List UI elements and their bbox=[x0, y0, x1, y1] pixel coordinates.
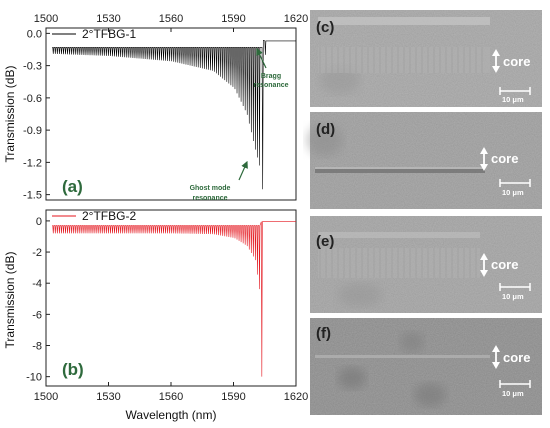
series-line-2tfbg-2 bbox=[52, 221, 296, 377]
core-label-e: core bbox=[491, 257, 518, 272]
micrograph-blob-d bbox=[307, 124, 343, 156]
x-tick-label: 1530 bbox=[96, 13, 120, 25]
scale-label-f: 10 μm bbox=[502, 389, 524, 398]
core-arrow-down-d bbox=[480, 164, 488, 171]
micrograph-label-e: (e) bbox=[316, 233, 334, 250]
micrograph-blob-e bbox=[338, 283, 382, 307]
x-axis-title-b: Wavelength (nm) bbox=[126, 408, 217, 422]
x-tick-label: 1500 bbox=[34, 391, 58, 403]
annotation-bragg-line1: Bragg bbox=[261, 73, 281, 80]
x-tick-label: 1560 bbox=[159, 13, 183, 25]
micrograph-streak-e bbox=[318, 232, 480, 238]
scale-label-d: 10 μm bbox=[502, 188, 524, 197]
x-tick-label: 1560 bbox=[159, 391, 183, 403]
micrograph-bg-d bbox=[310, 112, 542, 209]
y-tick-label: -0.6 bbox=[23, 93, 42, 105]
x-tick-label: 1500 bbox=[34, 13, 58, 25]
axis-ticks-b: 1500 1530 1560 1590 1620 0 -2 -4 -6 -8 -10 bbox=[26, 216, 308, 403]
micrograph-core-line-d bbox=[315, 169, 485, 173]
micrograph-label-f: (f) bbox=[316, 325, 331, 342]
plot-frame-b bbox=[45, 209, 297, 387]
micrograph-e: (e) core 10 μm bbox=[310, 216, 542, 313]
annotation-bragg-arrow bbox=[256, 47, 267, 69]
core-arrow-down-e bbox=[480, 270, 488, 277]
x-tick-label: 1590 bbox=[221, 391, 245, 403]
micrograph-grating-e bbox=[318, 248, 480, 278]
y-tick-label: -10 bbox=[26, 372, 42, 384]
y-tick-label: -8 bbox=[32, 341, 42, 353]
micrograph-label-d: (d) bbox=[316, 121, 335, 138]
axis-ticks-a: 1500 1530 1560 1590 1620 0.0 -0.3 -0.6 -0.9 -1.2 -… bbox=[23, 13, 308, 202]
y-tick-label: -0.3 bbox=[23, 61, 42, 73]
y-tick-label: -6 bbox=[32, 309, 42, 321]
annotation-bragg-line2: resonance bbox=[253, 82, 288, 89]
y-axis-title-b: Transmission (dB) bbox=[3, 252, 17, 349]
x-tick-label: 1620 bbox=[284, 391, 308, 403]
micrograph-core-highlight-d bbox=[315, 167, 485, 169]
chart-panel-a: 1500 1530 1560 1590 1620 0.0 -0.3 -0.6 -0.9 -1.2 -… bbox=[3, 13, 308, 202]
core-arrow-up-d bbox=[480, 147, 488, 154]
core-label-c: core bbox=[503, 54, 530, 69]
annotation-ghost-line1: Ghost mode bbox=[190, 185, 231, 192]
core-arrow-up-e bbox=[480, 253, 488, 260]
x-tick-label: 1530 bbox=[96, 391, 120, 403]
core-arrow-down-f bbox=[492, 362, 500, 369]
core-arrow-down-c bbox=[492, 66, 500, 73]
grating-fringes-c bbox=[319, 47, 483, 73]
y-tick-label: -2 bbox=[32, 247, 42, 259]
core-arrow-up-f bbox=[492, 345, 500, 352]
micrograph-blob-f1 bbox=[338, 367, 366, 389]
y-tick-label: -0.9 bbox=[23, 125, 42, 137]
panel-tag-a: (a) bbox=[62, 177, 83, 196]
micrograph-c: (c) core 10 μm bbox=[310, 10, 542, 107]
core-arrow-up-c bbox=[492, 49, 500, 56]
micrograph-core-line-f bbox=[315, 355, 490, 358]
annotation-ghost-arrow bbox=[238, 160, 248, 181]
plot-frame-a bbox=[45, 27, 297, 201]
core-label-f: core bbox=[503, 350, 530, 365]
chart-panel-b: 1500 1530 1560 1590 1620 0 -2 -4 -6 -8 -10 Transmi… bbox=[3, 209, 308, 422]
y-tick-label: -1.5 bbox=[23, 190, 42, 202]
legend-label-a: 2°TFBG-1 bbox=[82, 27, 136, 41]
micrograph-blob-f2 bbox=[414, 383, 446, 407]
y-tick-label: -4 bbox=[32, 278, 42, 290]
micrograph-d: (d) core 10 μm bbox=[307, 112, 542, 209]
scale-label-e: 10 μm bbox=[502, 292, 524, 301]
series-line-2tfbg-1 bbox=[52, 39, 296, 190]
panel-tag-b: (b) bbox=[62, 360, 84, 379]
annotation-ghost-line2: resonance bbox=[192, 195, 227, 202]
micrograph-blob-f3 bbox=[400, 332, 424, 352]
y-tick-label: 0 bbox=[36, 216, 42, 228]
micrograph-streak-c bbox=[318, 17, 490, 25]
y-tick-label: 0.0 bbox=[27, 28, 42, 40]
scale-label-c: 10 μm bbox=[502, 95, 524, 104]
grating-fringes-e bbox=[319, 248, 477, 278]
x-tick-label: 1620 bbox=[284, 13, 308, 25]
core-label-d: core bbox=[491, 151, 518, 166]
x-tick-label: 1590 bbox=[221, 13, 245, 25]
micrograph-label-c: (c) bbox=[316, 19, 334, 36]
micrograph-f: (f) core 10 μm bbox=[310, 318, 542, 415]
y-axis-title-a: Transmission (dB) bbox=[3, 66, 17, 163]
y-tick-label: -1.2 bbox=[23, 157, 42, 169]
legend-label-b: 2°TFBG-2 bbox=[82, 209, 136, 223]
